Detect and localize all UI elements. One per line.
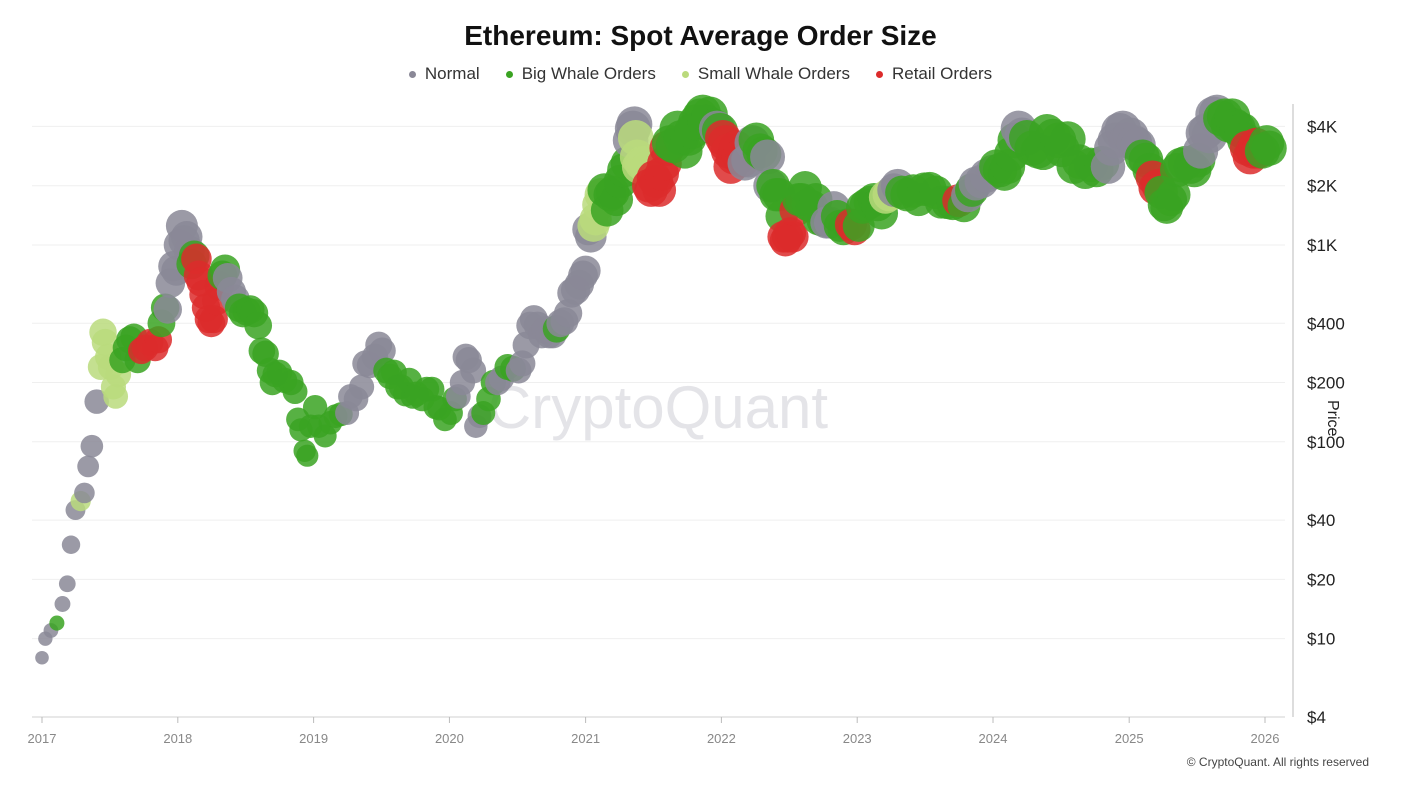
y-tick-label: $1K [1307, 236, 1338, 255]
data-point [103, 384, 129, 409]
data-point [460, 357, 487, 384]
data-point [49, 615, 65, 631]
legend-marker-small-whale [681, 70, 689, 78]
x-tick-label: 2020 [435, 731, 464, 746]
y-tick-label: $20 [1307, 570, 1335, 589]
chart-title: Ethereum: Spot Average Order Size [464, 20, 937, 51]
data-point [58, 575, 76, 593]
data-point [296, 444, 319, 467]
data-point [302, 395, 328, 420]
legend-item-small-whale[interactable]: Small Whale Orders [681, 64, 850, 84]
legend-item-retail[interactable]: Retail Orders [875, 64, 993, 84]
legend-label-small-whale: Small Whale Orders [697, 64, 850, 83]
legend-label-normal: Normal [424, 64, 480, 83]
data-point [369, 337, 396, 365]
y-tick-label: $2K [1307, 177, 1338, 196]
x-tick-label: 2022 [707, 731, 736, 746]
legend-item-normal[interactable]: Normal [408, 64, 480, 84]
data-points [35, 94, 1287, 665]
legend-marker-big-whale [505, 70, 513, 78]
gridlines [32, 125, 1285, 640]
legend-label-retail: Retail Orders [891, 64, 993, 83]
legend-label-big-whale: Big Whale Orders [521, 64, 656, 83]
data-point [35, 650, 49, 665]
data-point [61, 535, 81, 554]
y-tick-label: $4 [1307, 708, 1326, 727]
data-point [80, 434, 104, 458]
legend-item-big-whale[interactable]: Big Whale Orders [505, 64, 656, 84]
legend-marker-retail [875, 70, 883, 78]
legend: Normal Big Whale Orders Small Whale Orde… [0, 64, 1401, 84]
y-tick-label: $100 [1307, 433, 1345, 452]
y-axis-ticks: $4 $10 $20 $40 $100 $200 $400 $1K $2K $4K [1307, 117, 1345, 727]
data-point [750, 139, 786, 175]
x-tick-label: 2021 [571, 731, 600, 746]
data-point [77, 455, 100, 478]
data-point [777, 221, 809, 253]
x-tick-label: 2019 [299, 731, 328, 746]
x-tick-label: 2017 [28, 731, 57, 746]
x-tick-label: 2018 [163, 731, 192, 746]
data-point [74, 482, 95, 504]
x-tick-label: 2025 [1115, 731, 1144, 746]
copyright-footer: © CryptoQuant. All rights reserved [1186, 755, 1369, 769]
y-tick-label: $4K [1307, 117, 1338, 136]
x-tick-label: 2024 [979, 731, 1008, 746]
y-tick-label: $400 [1307, 314, 1345, 333]
watermark: CryptoQuant [488, 374, 828, 441]
data-point [54, 596, 71, 612]
y-tick-label: $200 [1307, 374, 1345, 393]
data-point [282, 379, 308, 405]
data-point [349, 374, 375, 400]
y-axis-label: Price [1324, 400, 1341, 437]
x-tick-label: 2026 [1251, 731, 1280, 746]
y-tick-label: $10 [1307, 630, 1335, 649]
data-point [570, 255, 601, 286]
data-point [244, 311, 273, 340]
x-tick-label: 2023 [843, 731, 872, 746]
data-point [1251, 130, 1287, 166]
legend-marker-normal [408, 70, 416, 78]
x-axis-ticks: 2017 2018 2019 2020 2021 2022 2023 2024 2025 2026 [28, 717, 1280, 746]
data-point [153, 295, 182, 324]
data-point [84, 389, 109, 414]
y-tick-label: $40 [1307, 511, 1335, 530]
